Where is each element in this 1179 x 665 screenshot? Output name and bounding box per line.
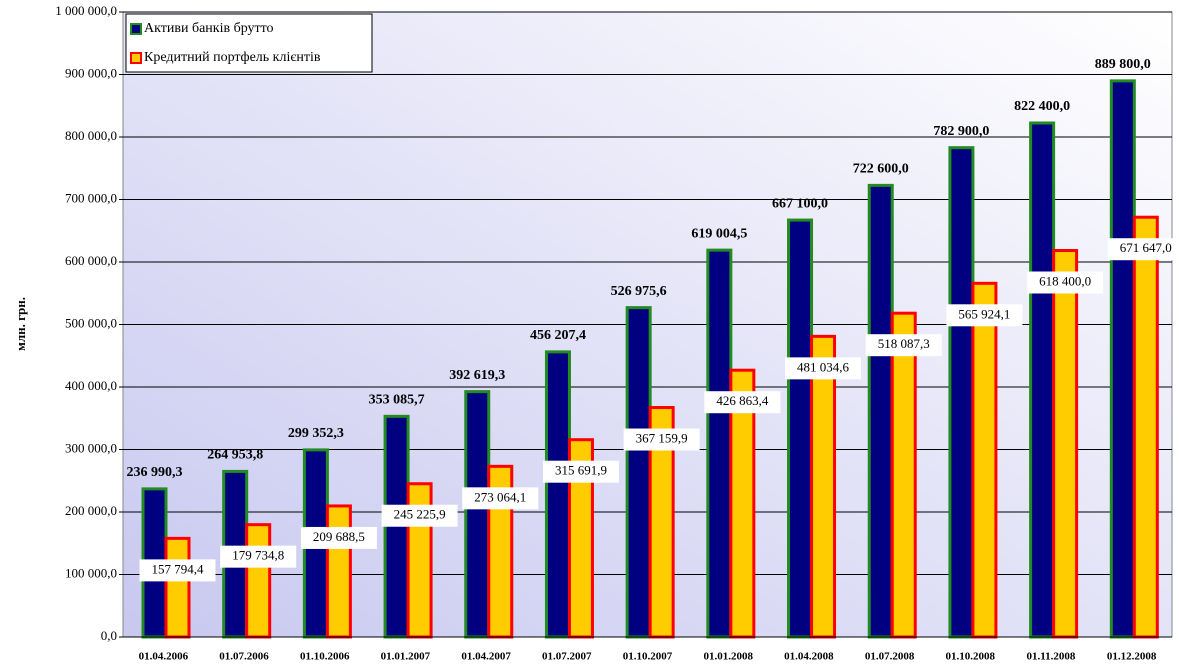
legend-swatch bbox=[130, 52, 142, 64]
bar bbox=[867, 183, 894, 639]
value-label: 264 953,8 bbox=[207, 448, 263, 463]
legend-label: Кредитний портфель клієнтів bbox=[144, 50, 321, 65]
value-label: 299 352,3 bbox=[288, 426, 344, 441]
legend-label: Активи банків брутто bbox=[144, 21, 274, 36]
legend-box bbox=[125, 13, 373, 73]
value-label: 353 085,7 bbox=[369, 393, 425, 408]
y-tick-label: 800 000,0 bbox=[65, 128, 117, 143]
value-label: 426 863,4 bbox=[716, 393, 769, 408]
value-label-box bbox=[704, 391, 781, 414]
y-tick-label: 0,0 bbox=[101, 628, 117, 643]
value-label: 392 619,3 bbox=[449, 368, 505, 383]
bar bbox=[245, 523, 272, 639]
value-label: 667 100,0 bbox=[772, 196, 828, 211]
value-label: 618 400,0 bbox=[1039, 273, 1091, 288]
x-tick-label: 01.11.2008 bbox=[1027, 651, 1076, 663]
value-label-box bbox=[462, 487, 539, 510]
bar bbox=[625, 306, 652, 639]
y-tick-label: 100 000,0 bbox=[65, 565, 117, 580]
value-label-box bbox=[139, 559, 216, 582]
value-label: 671 647,0 bbox=[1120, 240, 1172, 255]
bar bbox=[164, 536, 191, 639]
bar bbox=[706, 248, 733, 639]
value-label-box bbox=[381, 504, 458, 527]
value-label-box bbox=[542, 460, 619, 483]
x-tick-label: 01.07.2006 bbox=[219, 651, 269, 663]
x-tick-label: 01.10.2008 bbox=[946, 651, 996, 663]
value-label: 565 924,1 bbox=[958, 306, 1010, 321]
y-tick-label: 700 000,0 bbox=[65, 190, 117, 205]
value-label: 722 600,0 bbox=[853, 162, 909, 177]
value-label: 157 794,4 bbox=[152, 561, 205, 576]
bar bbox=[1052, 249, 1079, 639]
y-tick-label: 200 000,0 bbox=[65, 503, 117, 518]
bar bbox=[544, 350, 571, 639]
value-label: 273 064,1 bbox=[474, 489, 526, 504]
bar bbox=[325, 504, 352, 639]
y-tick-label: 300 000,0 bbox=[65, 440, 117, 455]
bar bbox=[971, 281, 998, 639]
value-label-box bbox=[946, 304, 1023, 327]
y-tick-label: 600 000,0 bbox=[65, 253, 117, 268]
x-tick-label: 01.10.2007 bbox=[623, 651, 673, 663]
bar bbox=[464, 390, 491, 639]
value-label: 481 034,6 bbox=[797, 359, 850, 374]
y-tick-label: 500 000,0 bbox=[65, 315, 117, 330]
value-label-box bbox=[1027, 271, 1104, 294]
value-label-box bbox=[220, 545, 297, 568]
value-label-box bbox=[865, 334, 942, 357]
value-label: 179 734,8 bbox=[232, 548, 284, 563]
value-label-box bbox=[623, 428, 700, 451]
value-label: 526 975,6 bbox=[611, 284, 667, 299]
legend-swatch bbox=[130, 23, 142, 35]
bar bbox=[948, 146, 975, 639]
bar bbox=[787, 218, 814, 639]
bar bbox=[1132, 215, 1159, 639]
value-label: 209 688,5 bbox=[313, 529, 365, 544]
value-label: 518 087,3 bbox=[878, 336, 930, 351]
y-tick-label: 400 000,0 bbox=[65, 378, 117, 393]
value-label: 315 691,9 bbox=[555, 463, 607, 478]
y-tick-label: 1 000 000,0 bbox=[55, 3, 117, 18]
x-tick-label: 01.04.2007 bbox=[461, 651, 511, 663]
x-tick-label: 01.07.2008 bbox=[865, 651, 915, 663]
value-label: 889 800,0 bbox=[1095, 57, 1151, 72]
value-label-box bbox=[300, 526, 377, 549]
bar bbox=[890, 311, 917, 639]
y-tick-label: 900 000,0 bbox=[65, 65, 117, 80]
value-label: 782 900,0 bbox=[933, 124, 989, 139]
x-tick-label: 01.07.2007 bbox=[542, 651, 592, 663]
bar bbox=[1109, 79, 1136, 639]
value-label: 456 207,4 bbox=[530, 328, 586, 343]
x-tick-label: 01.12.2008 bbox=[1107, 651, 1157, 663]
bar bbox=[1029, 121, 1056, 639]
value-label: 619 004,5 bbox=[691, 226, 747, 241]
value-label: 245 225,9 bbox=[394, 507, 446, 522]
value-label: 236 990,3 bbox=[127, 465, 183, 480]
value-label-box bbox=[1107, 238, 1179, 261]
value-label-box bbox=[785, 357, 862, 380]
value-label: 367 159,9 bbox=[636, 431, 688, 446]
x-tick-label: 01.01.2007 bbox=[381, 651, 431, 663]
y-axis-label: млн. грн. bbox=[13, 297, 28, 351]
bar bbox=[810, 334, 837, 639]
x-tick-label: 01.01.2008 bbox=[703, 651, 753, 663]
x-tick-label: 01.04.2006 bbox=[139, 651, 189, 663]
x-tick-label: 01.04.2008 bbox=[784, 651, 834, 663]
value-label: 822 400,0 bbox=[1014, 99, 1070, 114]
x-tick-label: 01.10.2006 bbox=[300, 651, 350, 663]
